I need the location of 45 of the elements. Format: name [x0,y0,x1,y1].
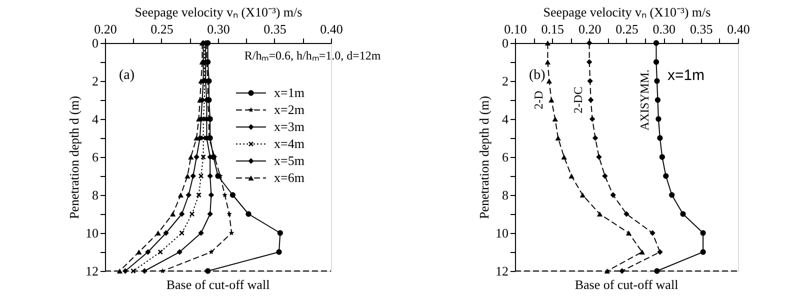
y-tick-label: 0 [502,36,508,50]
text: 2-D [531,90,546,110]
x-tick-label: 0.20 [578,22,602,36]
legend-label: x=3m [274,119,304,134]
legend-label: x=1m [274,85,304,100]
x-tick-label: 0.15 [541,22,564,36]
x-tick-label: 0.35 [264,22,286,36]
y-axis-title: Penetration depth d (m) [476,96,492,220]
x-tick-label: 0.25 [150,22,174,36]
text: AXISYMM. [638,69,652,131]
annotation: (a) [119,68,135,83]
x-axis-title: Seepage velocity vₙ (X10⁻³) m/s [134,4,302,20]
legend-label: x=5m [274,153,304,168]
x-tick-label: 0.30 [207,22,230,36]
y-tick-label: 12 [496,264,508,278]
y-tick-label: 6 [502,150,509,164]
x-axis-title: Seepage velocity vₙ (X10⁻³) m/s [543,4,711,20]
text: 2-DC [570,86,585,114]
y-axis-title: Penetration depth d (m) [66,96,82,220]
x-tick-label: 0.40 [727,22,750,36]
x-tick-label: 0.10 [504,22,527,36]
y-tick-label: 10 [496,226,508,240]
x-tick-label: 0.35 [690,22,713,36]
y-tick-label: 0 [92,36,98,50]
annotation: x=1m [667,66,705,84]
y-tick-label: 8 [502,188,508,202]
legend-label: x=2m [274,102,304,117]
y-tick-label: 2 [502,74,508,88]
x-tick-label: 0.25 [616,22,638,36]
legend-label: x=6m [274,170,304,185]
x-tick-label: 0.20 [94,22,117,36]
ref-line-label: Base of cut-off wall [166,277,270,292]
x-tick-label: 0.30 [652,22,676,36]
y-tick-label: 4 [92,112,99,126]
y-tick-label: 10 [86,226,98,240]
ref-line-label: Base of cut-off wall [574,277,679,292]
y-tick-label: 6 [92,150,99,164]
x-tick-label: 0.40 [320,22,343,36]
legend-label: x=4m [274,136,304,151]
y-tick-label: 12 [86,264,98,278]
y-tick-label: 8 [92,188,98,202]
y-tick-label: 4 [502,112,509,126]
annotation: R/hₘ=0.6, h/hₘ=1.0, d=12m [244,48,382,63]
y-tick-label: 2 [92,74,98,88]
annotation: (b) [529,68,546,83]
